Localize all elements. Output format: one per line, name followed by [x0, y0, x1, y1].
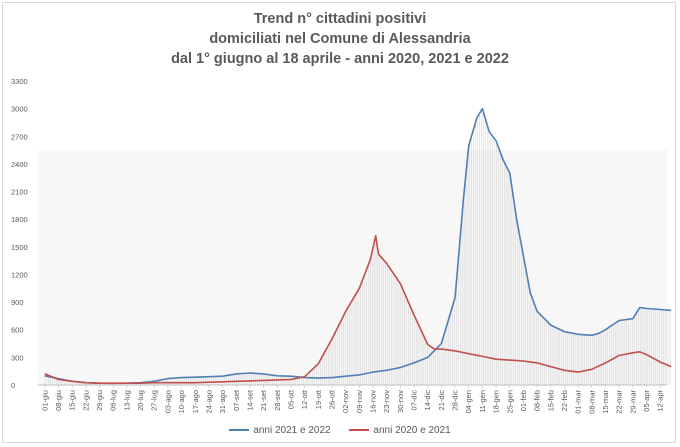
hatch-fill — [44, 110, 672, 385]
line-chart: 0 300 600 900 1200 1500 1800 2100 2400 2700 3000 33… — [11, 77, 672, 414]
y-tick-label-1200: 1200 — [11, 270, 28, 279]
x-tick-label-21-dic: 21-dic — [437, 390, 446, 411]
y-tick-label-600: 600 — [11, 326, 24, 335]
x-tick-label-22-feb: 22-feb — [560, 390, 569, 411]
x-tick-label-31-ago: 31-ago — [218, 390, 227, 413]
x-tick-label-03-ago: 03-ago — [163, 390, 172, 413]
chart-title-line-3: dal 1° giugno al 18 aprile - anni 2020, … — [171, 51, 509, 67]
x-tick-label-22-mar: 22-mar — [615, 390, 624, 414]
x-tick-label-01-feb: 01-feb — [519, 390, 528, 411]
x-tick-label-14-dic: 14-dic — [423, 390, 432, 411]
y-tick-label-1800: 1800 — [11, 215, 28, 224]
x-tick-label-28-set: 28-set — [273, 389, 282, 411]
x-tick-label-12-apr: 12-apr — [656, 390, 665, 412]
x-tick-label-27-lug: 27-lug — [150, 390, 159, 411]
x-tick-label-14-set: 14-set — [245, 389, 254, 411]
x-tick-label-07-dic: 07-dic — [410, 390, 419, 411]
x-tick-label-26-ott: 26-ott — [327, 389, 336, 409]
x-tick-label-19-ott: 19-ott — [314, 389, 323, 409]
chart-title: Trend n° cittadini positivi domiciliati … — [3, 9, 677, 69]
x-tick-label-17-ago: 17-ago — [191, 390, 200, 413]
legend-label-2021-2022: anni 2021 e 2022 — [253, 425, 331, 436]
chart-title-line-2: domiciliati nel Comune di Alessandria — [209, 31, 471, 47]
x-tick-label-08-mar: 08-mar — [587, 390, 596, 414]
chart-legend: anni 2021 e 2022 anni 2020 e 2021 — [3, 425, 677, 436]
y-tick-label-2400: 2400 — [11, 160, 28, 169]
x-tick-label-24-ago: 24-ago — [204, 390, 213, 413]
x-tick-label-25-gen: 25-gen — [505, 390, 514, 413]
x-tick-label-29-mar: 29-mar — [628, 390, 637, 414]
y-tick-label-2700: 2700 — [11, 132, 28, 141]
y-tick-label-3000: 3000 — [11, 105, 28, 114]
x-tick-label-11-gen: 11-gen — [478, 390, 487, 413]
x-tick-label-09-nov: 09-nov — [355, 390, 364, 413]
chart-frame: Trend n° cittadini positivi domiciliati … — [2, 2, 676, 443]
x-tick-label-12-ott: 12-ott — [300, 389, 309, 409]
x-tick-label-23-nov: 23-nov — [382, 390, 391, 413]
y-tick-label-300: 300 — [11, 353, 24, 362]
y-tick-label-1500: 1500 — [11, 243, 28, 252]
y-tick-label-900: 900 — [11, 298, 24, 307]
x-tick-label-15-mar: 15-mar — [601, 390, 610, 414]
x-tick-label-18-gen: 18-gen — [492, 390, 501, 413]
y-tick-label-2100: 2100 — [11, 188, 28, 197]
x-tick-label-15-feb: 15-feb — [546, 390, 555, 411]
legend-label-2020-2021: anni 2020 e 2021 — [373, 425, 451, 436]
x-tick-label-02-nov: 02-nov — [341, 390, 350, 413]
legend-swatch-red — [349, 429, 370, 432]
x-tick-label-08-giu: 08-giu — [54, 390, 63, 411]
x-tick-label-04-gen: 04-gen — [464, 390, 473, 413]
x-tick-label-01-mar: 01-mar — [574, 390, 583, 414]
legend-item-2020-2021: anni 2020 e 2021 — [349, 425, 451, 436]
series-line-2021-2022 — [44, 107, 672, 385]
x-tick-label-01-giu: 01-giu — [40, 390, 49, 411]
series-line-2020-2021 — [44, 235, 672, 384]
x-tick-label-30-nov: 30-nov — [396, 390, 405, 413]
x-tick-label-06-lug: 06-lug — [109, 390, 118, 411]
x-tick-label-22-giu: 22-giu — [81, 390, 90, 411]
x-tick-label-21-set: 21-set — [259, 389, 268, 411]
x-tick-label-07-set: 07-set — [232, 389, 241, 411]
x-tick-label-28-dic: 28-dic — [451, 390, 460, 411]
x-tick-label-05-apr: 05-apr — [642, 390, 651, 412]
x-tick-label-05-ott: 05-ott — [286, 389, 295, 409]
y-tick-label-0: 0 — [11, 381, 15, 390]
plot-band — [38, 150, 667, 385]
chart-title-line-1: Trend n° cittadini positivi — [253, 11, 427, 27]
x-tick-label-16-nov: 16-nov — [369, 390, 378, 413]
x-tick-label-29-giu: 29-giu — [95, 390, 104, 411]
legend-swatch-blue — [229, 429, 250, 432]
legend-item-2021-2022: anni 2021 e 2022 — [229, 425, 331, 436]
x-tick-label-15-giu: 15-giu — [68, 390, 77, 411]
x-tick-label-10-ago: 10-ago — [177, 390, 186, 413]
x-tick-label-13-lug: 13-lug — [122, 390, 131, 411]
x-tick-label-08-feb: 08-feb — [533, 390, 542, 411]
x-tick-label-20-lug: 20-lug — [136, 390, 145, 411]
y-tick-label-3300: 3300 — [11, 77, 28, 86]
